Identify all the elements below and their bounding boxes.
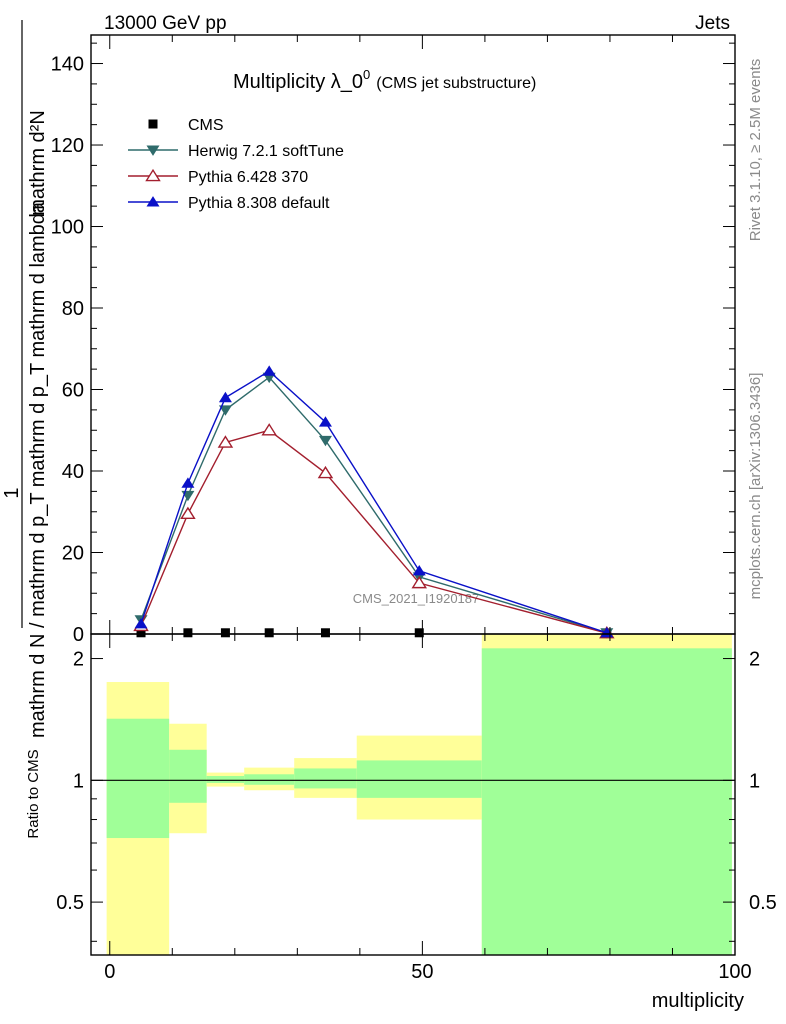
ratio-band-inner-6: [481, 648, 732, 955]
xtick-label-100: 100: [718, 961, 751, 983]
chart-title-suffix: (CMS jet substructure): [376, 75, 536, 92]
upper-series: [133, 365, 615, 639]
upper-ytick-label-140: 140: [51, 54, 84, 76]
upper-ytick-label-120: 120: [51, 135, 84, 157]
legend-label-pythia6: Pythia 6.428 370: [188, 169, 308, 186]
point-cms-0: [136, 628, 146, 638]
point-pythia6-4: [317, 465, 334, 479]
x-axis-label: multiplicity: [652, 990, 744, 1012]
ratio-band-inner-0: [106, 718, 170, 839]
point-pythia6-1: [180, 506, 196, 520]
xtick-label-50: 50: [411, 961, 433, 983]
legend-label-pythia8: Pythia 8.308 default: [188, 195, 330, 212]
upper-ytick-label-60: 60: [62, 380, 84, 402]
mcplots-label: mcplots.cern.ch [arXiv:1306.3436]: [747, 373, 764, 600]
chart-title-superscript: 0: [363, 67, 370, 82]
legend-marker-pythia6: [145, 168, 161, 182]
point-pythia6-3: [261, 423, 277, 436]
point-pythia8-4: [318, 416, 332, 427]
point-pythia6-2: [217, 435, 234, 448]
upper-y-label: 1 mathrm d²N mathrm d N / mathrm d p_T m…: [1, 20, 49, 738]
ylabel-top: mathrm d²N: [27, 110, 49, 216]
point-pythia8-3: [262, 365, 276, 376]
chart-title: Multiplicity λ_00 (CMS jet substructure): [233, 67, 536, 93]
ratio-band-inner-3: [244, 774, 295, 785]
point-cms-1: [183, 628, 193, 638]
lower-ytick-label-right-0.5: 0.5: [749, 892, 777, 914]
point-pythia8-5: [412, 564, 426, 576]
ratio-band-inner-1: [169, 749, 207, 803]
lower-frame: [90, 633, 736, 956]
upper-ytick-label-100: 100: [51, 217, 84, 239]
ylabel-numerator: 1: [1, 487, 23, 498]
point-pythia8-0: [134, 617, 148, 629]
legend-label-herwig: Herwig 7.2.1 softTune: [188, 143, 344, 160]
header-left: 13000 GeV pp: [104, 13, 227, 34]
lower-ytick-label-left-1: 1: [73, 770, 84, 792]
legend: CMS Herwig 7.2.1 softTune Pythia 6.428 370…: [128, 117, 344, 212]
point-pythia6-5: [411, 575, 428, 589]
ylabel-denominator: mathrm d N / mathrm d p_T mathrm d p_T m…: [27, 201, 49, 738]
chart-title-main: Multiplicity λ_0: [233, 71, 363, 93]
ratio-y-label: Ratio to CMS: [25, 749, 42, 838]
rivet-version-label: Rivet 3.1.10, ≥ 2.5M events: [747, 59, 764, 242]
analysis-watermark: CMS_2021_I1920187: [353, 591, 480, 606]
point-cms-5: [414, 628, 424, 638]
ratio-band-inner-2: [206, 775, 245, 783]
upper-ytick-label-20: 20: [62, 543, 84, 565]
point-cms-3: [264, 628, 274, 638]
point-pythia8-1: [181, 477, 195, 488]
xtick-label-0: 0: [104, 961, 115, 983]
point-cms-4: [320, 628, 330, 638]
lower-ytick-label-right-1: 1: [749, 770, 760, 792]
upper-ytick-label-40: 40: [62, 461, 84, 483]
ratio-bands: [106, 634, 732, 955]
ratio-band-inner-5: [356, 760, 482, 798]
legend-marker-cms: [148, 119, 158, 129]
point-herwig-4: [318, 435, 332, 447]
legend-label-cms: CMS: [188, 117, 224, 134]
legend-marker-pythia8: [146, 196, 160, 207]
point-cms-2: [220, 628, 230, 638]
lower-ytick-label-left-2: 2: [73, 649, 84, 671]
ratio-band-inner-4: [294, 768, 357, 789]
point-herwig-2: [218, 405, 232, 416]
lower-ytick-label-right-2: 2: [749, 649, 760, 671]
legend-marker-herwig: [146, 145, 160, 156]
point-pythia8-2: [218, 391, 232, 403]
header-right: Jets: [695, 13, 730, 34]
upper-ytick-label-80: 80: [62, 298, 84, 320]
lower-ytick-label-left-0.5: 0.5: [56, 892, 84, 914]
upper-ytick-label-0: 0: [73, 624, 84, 646]
